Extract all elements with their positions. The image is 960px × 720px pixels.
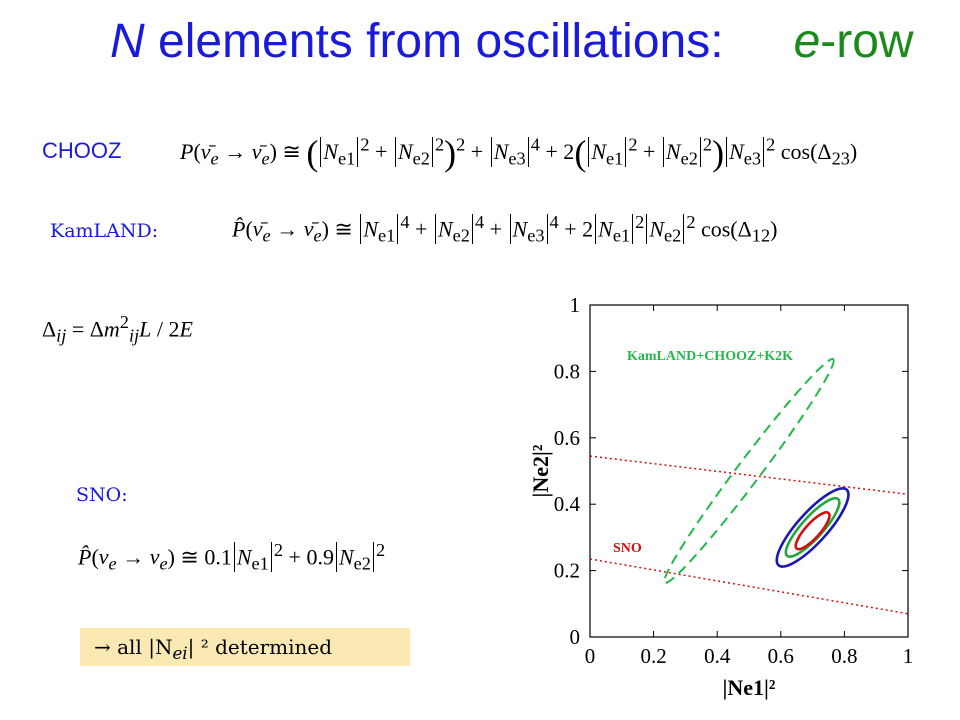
chooz-equation: P(ν̄e → ν̄e) ≅ (Ne12 + Ne22)2 + Ne34 + 2… [180,133,858,173]
arrow-icon: → [94,635,111,659]
conclusion-sub: ei [172,644,188,663]
y-tick-label: 0.6 [554,426,580,450]
x-axis-label: |Ne1|² [723,675,776,700]
title-row: -row [820,15,914,68]
x-tick-label: 0.4 [704,644,731,668]
slide-title: N elements from oscillations: e-row [110,14,930,69]
title-n: N [110,15,145,68]
title-main: elements from oscillations: [144,15,724,68]
contour-ellipse [663,358,835,584]
y-tick-label: 0 [570,625,581,649]
conclusion-tail: | ² determined [187,635,333,659]
y-tick-label: 0.2 [554,559,580,583]
x-tick-label: 0 [585,644,596,668]
sno-band-line [589,455,909,495]
sno-band-line [589,558,909,615]
chooz-label: CHOOZ [42,138,122,163]
title-e: e [793,15,821,68]
kamland-label: KamLAND: [50,220,159,242]
plot-frame [589,304,909,638]
contour-ellipse [775,487,850,568]
conclusion-box: → all |Nei| ² determined [80,628,410,666]
delta-definition: Δij = Δm2ijL / 2E [42,312,193,346]
x-tick-label: 1 [903,644,914,668]
x-tick-label: 0.6 [768,644,794,668]
y-tick-label: 0.8 [554,359,580,383]
y-axis-label: |Ne2|² [528,444,553,497]
sno-annotation: SNO [613,541,642,556]
sno-equation: P̂(νe → νe) ≅ 0.1 Ne12 + 0.9 Ne22 [78,540,386,574]
kamland-equation: P̂(ν̄e → ν̄e) ≅ Ne14 + Ne24 + Ne34 + 2 Ne… [232,212,778,246]
y-tick-label: 0.4 [554,492,581,516]
conclusion-text: all |N [117,635,173,659]
contour-ellipse [794,511,831,551]
contour-ellipse [784,496,841,558]
x-tick-label: 0.2 [640,644,666,668]
y-tick-label: 1 [570,293,581,317]
x-tick-label: 0.8 [831,644,857,668]
sno-label: SNO: [76,484,128,506]
kamland-chooz-k2k-annotation: KamLAND+CHOOZ+K2K [627,349,793,364]
